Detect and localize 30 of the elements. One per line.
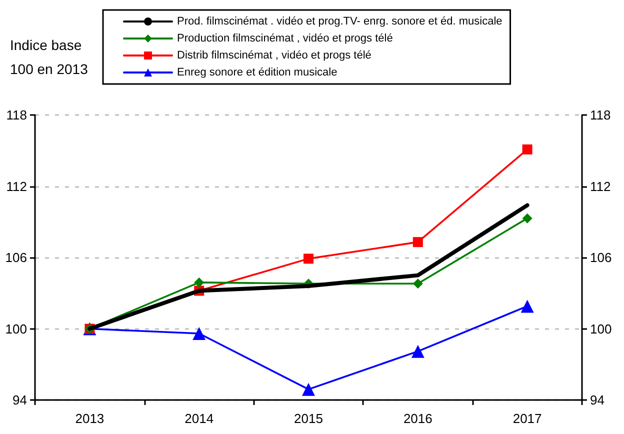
y-axis-title: Indice base 100 en 2013 (10, 37, 88, 77)
y-tick-label: 118 (6, 108, 27, 122)
y-tick-label: 100 (5, 321, 27, 336)
y-tick-label: 112 (6, 178, 27, 194)
y2-tick-label: 112 (590, 178, 611, 194)
legend-label: Distrib filmscinémat , vidéo et progs télé (177, 50, 372, 62)
point (412, 237, 423, 248)
legend-label: Prod. filmscinémat . vidéo et prog.TV- enrg. sonore et éd. musicale (177, 16, 502, 28)
x-tick-label: 2016 (403, 411, 432, 426)
point (304, 254, 314, 264)
point (412, 278, 423, 289)
point (411, 344, 424, 358)
point (520, 300, 534, 313)
point (194, 277, 204, 288)
point (302, 382, 315, 396)
x-tick-label: 2015 (294, 411, 323, 426)
point (522, 144, 532, 154)
legend-label: Enreg sonore et édition musicale (177, 66, 338, 78)
x-tick-label: 2014 (184, 411, 214, 426)
y2-tick-label: 118 (590, 108, 611, 122)
x-tick-label: 2017 (512, 411, 542, 426)
y2-tick-label: 94 (590, 392, 604, 408)
x-tick-label: 2013 (75, 411, 104, 426)
y-tick-label: 106 (5, 250, 27, 265)
point (192, 327, 206, 340)
legend-label: Production filmscinémat , vidéo et progs télé (177, 32, 393, 44)
y-tick-label: 94 (12, 392, 27, 408)
y2-tick-label: 106 (590, 250, 612, 265)
point (522, 213, 532, 224)
y2-tick-label: 100 (590, 321, 612, 336)
